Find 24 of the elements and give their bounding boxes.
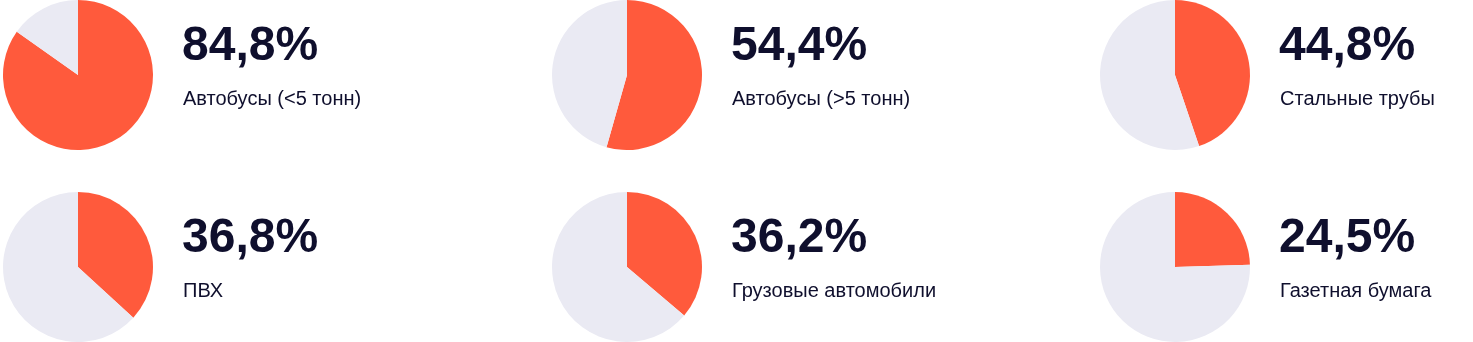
pie-slice: [3, 0, 153, 150]
pie-slice: [606, 0, 702, 150]
pie-slice: [627, 192, 702, 316]
slice-label: Грузовые автомобили: [732, 279, 937, 301]
data-label: 24,5%: [1279, 209, 1416, 262]
slice-label: ПВХ: [183, 279, 224, 301]
data-label: 36,2%: [731, 209, 868, 262]
pie-slice: [552, 192, 685, 342]
data-label: 54,4%: [731, 17, 868, 70]
pie-slice: [1175, 192, 1250, 267]
slice-label: Стальные трубы: [1280, 87, 1435, 109]
slice-label: Автобусы (<5 тонн): [183, 87, 362, 109]
slice-label: Газетная бумага: [1280, 279, 1433, 301]
data-label: 44,8%: [1279, 17, 1416, 70]
pie-slice: [78, 192, 153, 318]
pie-slice: [1175, 0, 1250, 147]
data-label: 36,8%: [182, 209, 319, 262]
pie-slice: [3, 192, 134, 342]
slice-label: Автобусы (>5 тонн): [732, 87, 911, 109]
pie-slice: [16, 0, 78, 75]
pie-slice: [552, 0, 627, 148]
pie-slice: [1100, 0, 1200, 150]
data-label: 84,8%: [182, 17, 319, 70]
pie-slice: [1100, 192, 1250, 342]
